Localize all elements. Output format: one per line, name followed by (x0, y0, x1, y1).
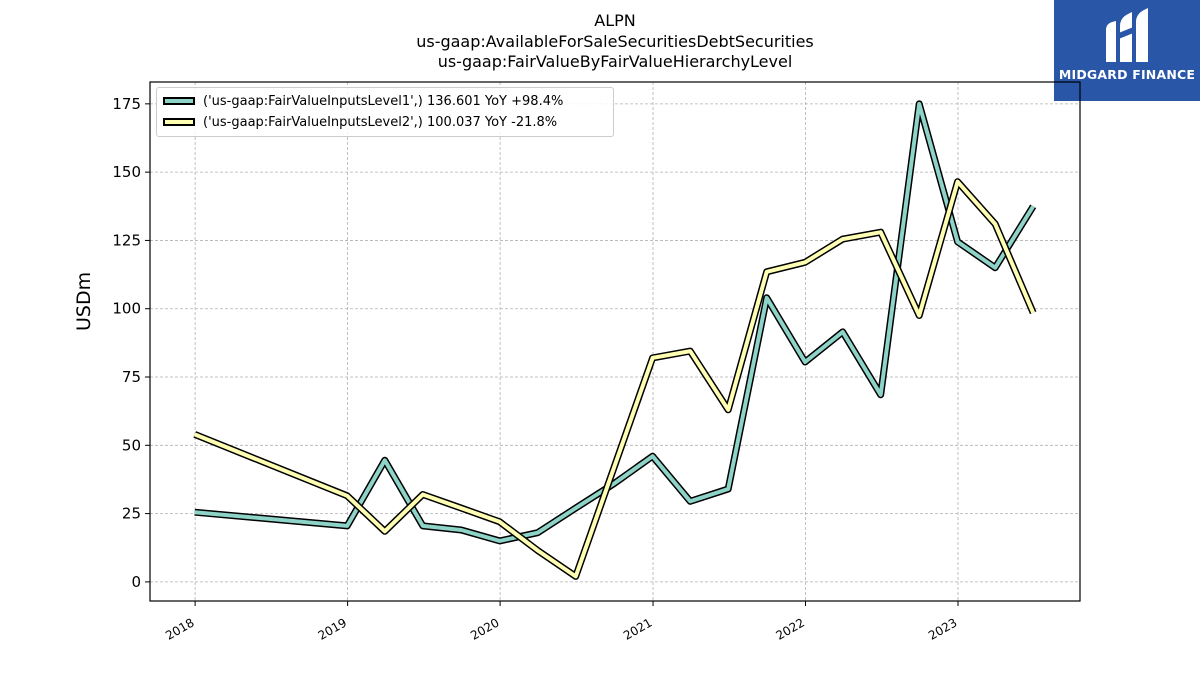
series (193, 100, 1037, 580)
legend-swatch-level2 (163, 118, 195, 126)
y-tick-label: 0 (131, 573, 141, 591)
y-tick-label: 25 (122, 505, 141, 523)
y-tick-label: 175 (112, 95, 141, 113)
logo-text: MIDGARD FINANCE (1058, 67, 1196, 82)
x-tick-label: 2023 (926, 615, 959, 642)
series-1-line (194, 101, 1035, 543)
y-tick-label: 75 (122, 368, 141, 386)
x-tick-label: 2018 (163, 615, 196, 642)
legend-item-level2: ('us-gaap:FairValueInputsLevel2',) 100.0… (163, 114, 557, 130)
x-tick-label: 2019 (316, 615, 349, 642)
x-tick-label: 2022 (774, 615, 807, 642)
chart-subtitle-1: us-gaap:AvailableForSaleSecuritiesDebtSe… (416, 32, 814, 51)
chart-title: ALPN (594, 11, 636, 30)
series-2-line (193, 179, 1036, 579)
plot-frame (149, 81, 1081, 602)
y-tick-label: 100 (112, 300, 141, 318)
x-tick-label: 2021 (621, 615, 654, 642)
legend-label-level1: ('us-gaap:FairValueInputsLevel1',) 136.6… (203, 93, 564, 109)
midgard-m-logo-icon (1106, 8, 1148, 62)
y-tick-label: 50 (122, 436, 141, 454)
y-tick-label: 125 (112, 231, 141, 249)
x-tick-label: 2020 (468, 615, 501, 642)
legend-swatch-level1 (163, 97, 195, 105)
y-axis-label: USDm (73, 271, 95, 331)
legend-label-level2: ('us-gaap:FairValueInputsLevel2',) 100.0… (203, 114, 558, 130)
chart-subtitle-2: us-gaap:FairValueByFairValueHierarchyLev… (437, 52, 793, 71)
series-2 (193, 178, 1037, 580)
midgard-finance-logo: MIDGARD FINANCE (1054, 0, 1200, 101)
series-1 (194, 100, 1037, 545)
y-tick-label: 150 (112, 163, 141, 181)
series-2-outline (193, 178, 1037, 580)
legend: ('us-gaap:FairValueInputsLevel1',) 136.6… (156, 87, 614, 137)
legend-item-level1: ('us-gaap:FairValueInputsLevel1',) 136.6… (163, 93, 563, 109)
